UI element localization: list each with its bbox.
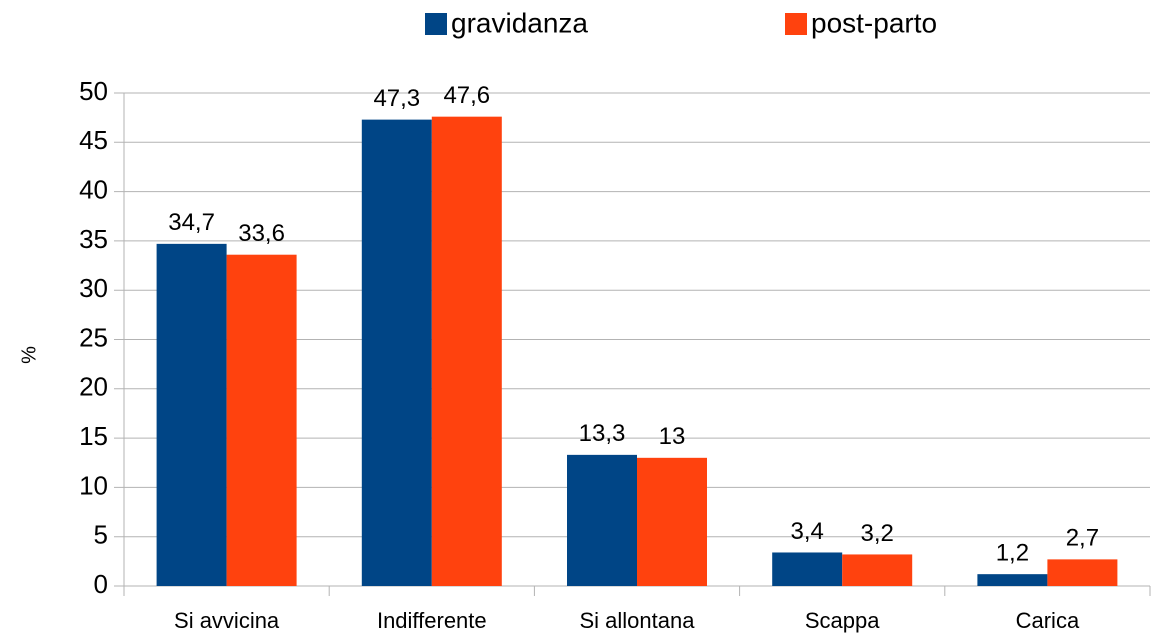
y-tick-label: 5 (94, 520, 108, 550)
y-tick-label: 50 (79, 76, 108, 106)
bar (567, 454, 637, 586)
bar (361, 119, 432, 586)
legend-swatch (785, 13, 807, 35)
y-tick-label: 25 (79, 322, 108, 352)
bar (226, 254, 297, 587)
y-tick-label: 0 (94, 569, 108, 599)
y-tick-label: 20 (79, 372, 108, 402)
data-label: 34,7 (168, 209, 215, 236)
data-label: 13,3 (579, 420, 626, 447)
y-axis-label: % (18, 346, 40, 364)
data-label: 47,6 (443, 82, 490, 109)
y-tick-label: 30 (79, 273, 108, 303)
data-label: 2,7 (1066, 525, 1099, 552)
x-tick-label: Si avvicina (174, 608, 280, 633)
data-label: 47,3 (373, 85, 420, 112)
legend-swatch (425, 13, 447, 35)
y-tick-label: 35 (79, 224, 108, 254)
y-tick-label: 40 (79, 174, 108, 204)
data-label: 13 (659, 423, 686, 450)
bar (431, 116, 502, 586)
legend-label: post-parto (811, 7, 937, 38)
x-tick-label: Indifferente (377, 608, 487, 633)
y-tick-label: 10 (79, 470, 108, 500)
legend-label: gravidanza (451, 7, 588, 38)
bar (977, 574, 1048, 586)
data-label: 33,6 (238, 220, 285, 247)
data-label: 1,2 (996, 540, 1029, 567)
data-label: 3,4 (791, 518, 824, 545)
y-tick-label: 45 (79, 125, 108, 155)
data-label: 3,2 (861, 520, 894, 547)
x-tick-label: Scappa (805, 608, 880, 633)
bar (842, 554, 913, 586)
x-tick-label: Si allontana (580, 608, 696, 633)
bar (1047, 559, 1118, 586)
bar (772, 552, 843, 586)
bar (637, 457, 707, 586)
bar (156, 243, 227, 586)
y-tick-label: 15 (79, 421, 108, 451)
x-tick-label: Carica (1016, 608, 1080, 633)
